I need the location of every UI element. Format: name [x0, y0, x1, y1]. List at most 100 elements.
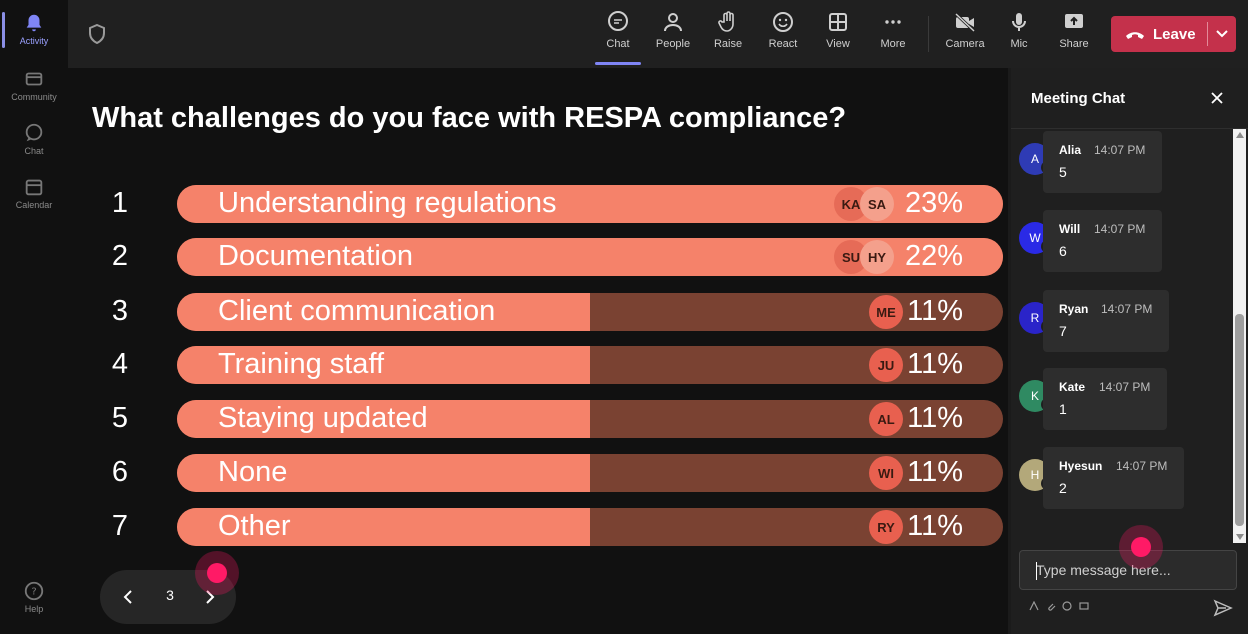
toolbar-label: More: [880, 38, 906, 50]
rail-item-help[interactable]: ? Help: [0, 580, 68, 614]
poll-stage: What challenges do you face with RESPA c…: [68, 68, 1008, 634]
toolbar-react-button[interactable]: React: [756, 10, 810, 50]
toolbar-mic-button[interactable]: Mic: [992, 10, 1046, 50]
rail-active-indicator: [2, 12, 5, 48]
chat-message-list: A Alia 14:07 PM 5 W Will 14:07 PM 6 R Ry…: [1011, 129, 1231, 543]
poll-option-4: 4 Training staff JU 11%: [68, 346, 1008, 384]
sender-name: Kate: [1059, 380, 1086, 394]
message-text: 5: [1059, 164, 1067, 180]
toolbar-label: Mic: [1010, 38, 1028, 50]
toolbar-label: People: [655, 38, 691, 50]
emoji-icon[interactable]: [1062, 601, 1072, 611]
option-label: Understanding regulations: [218, 187, 557, 219]
toolbar-label: View: [826, 38, 850, 50]
rail-item-activity[interactable]: Activity: [0, 12, 68, 46]
leave-button[interactable]: Leave: [1111, 16, 1236, 52]
scroll-down-arrow[interactable]: [1236, 534, 1244, 540]
option-bar: None WI 11%: [177, 454, 1003, 492]
sender-name: Will: [1059, 222, 1081, 236]
avatar-initial: H: [1030, 468, 1040, 482]
poll-option-2: 2 Documentation SU HY 22%: [68, 238, 1008, 276]
bell-icon: [26, 14, 42, 32]
toolbar-share-button[interactable]: Share: [1047, 10, 1101, 50]
chat-message: Kate 14:07 PM 1: [1043, 368, 1167, 430]
toolbar-camera-button[interactable]: Camera: [938, 10, 992, 50]
mic-icon: [1012, 13, 1026, 31]
toolbar-more-button[interactable]: More: [866, 10, 920, 50]
toolbar-raise-button[interactable]: Raise: [701, 10, 755, 50]
toolbar-chat-button[interactable]: Chat: [591, 10, 645, 65]
option-number: 2: [111, 240, 129, 272]
gif-icon[interactable]: [1078, 601, 1089, 611]
scroll-up-arrow[interactable]: [1236, 132, 1244, 138]
format-toolbar: [1029, 600, 1089, 613]
toolbar-view-button[interactable]: View: [811, 10, 865, 50]
message-time: 14:07 PM: [1094, 143, 1146, 157]
meeting-chat-panel: Meeting Chat A Alia 14:07 PM 5 W Will 14…: [1011, 68, 1248, 634]
poll-option-7: 7 Other RY 11%: [68, 508, 1008, 546]
send-icon[interactable]: [1213, 598, 1233, 618]
poll-option-6: 6 None WI 11%: [68, 454, 1008, 492]
toolbar-label: Share: [1059, 38, 1089, 50]
chevron-left-icon[interactable]: [116, 585, 140, 609]
chat-message: Will 14:07 PM 6: [1043, 210, 1162, 272]
voter-avatar: JU: [869, 348, 903, 382]
option-bar-fill: [177, 454, 590, 492]
calendar-icon: [25, 179, 43, 196]
leave-divider: [1207, 22, 1208, 46]
meeting-toolbar: Chat People Raise React View More Camera…: [68, 0, 1248, 68]
people-icon: [664, 13, 682, 32]
avatar-initial: K: [1030, 389, 1039, 403]
option-percent: 23%: [904, 187, 963, 219]
rail-item-community[interactable]: Community: [0, 68, 68, 102]
option-label: Client communication: [218, 295, 496, 327]
message-time: 14:07 PM: [1099, 380, 1151, 394]
option-percent: 11%: [907, 456, 963, 488]
help-icon: ?: [24, 581, 44, 601]
voter-avatar: HY: [860, 240, 894, 274]
avatar-initial: A: [1030, 152, 1039, 166]
chat-message: Alia 14:07 PM 5: [1043, 131, 1162, 193]
sender-name: Hyesun: [1059, 459, 1103, 473]
option-bar-fill: [177, 508, 590, 546]
toolbar-divider: [928, 16, 929, 52]
message-text: 1: [1059, 401, 1067, 417]
message-text: 7: [1059, 323, 1067, 339]
pointer-highlight: [195, 551, 239, 595]
chat-message-input[interactable]: Type message here...: [1019, 550, 1237, 590]
shield-icon[interactable]: [88, 24, 106, 44]
community-icon: [25, 72, 43, 86]
option-bar: Client communication ME 11%: [177, 293, 1003, 331]
rail-item-chat[interactable]: Chat: [0, 122, 68, 156]
format-text-icon[interactable]: [1029, 600, 1039, 611]
attach-icon[interactable]: [1046, 601, 1056, 611]
option-label: Staying updated: [218, 402, 428, 434]
close-icon[interactable]: [1207, 88, 1227, 108]
app-rail: Activity Community Chat Calendar ? Help: [0, 0, 69, 634]
avatar-initial: R: [1030, 311, 1040, 325]
share-icon: [1065, 14, 1083, 28]
option-label: Other: [218, 510, 291, 542]
option-percent: 11%: [907, 348, 963, 380]
chevron-down-icon[interactable]: [1213, 24, 1231, 42]
toolbar-people-button[interactable]: People: [646, 10, 700, 50]
option-number: 4: [111, 348, 129, 380]
chevron-right-icon[interactable]: [198, 585, 222, 609]
option-label: Training staff: [218, 348, 385, 380]
sender-name: Ryan: [1059, 302, 1089, 316]
rail-label: Calendar: [15, 200, 53, 210]
message-text: 2: [1059, 480, 1067, 496]
chat-scrollbar[interactable]: [1233, 129, 1246, 543]
scrollbar-thumb[interactable]: [1235, 314, 1244, 526]
chat-message: Hyesun 14:07 PM 2: [1043, 447, 1184, 509]
text-caret: [1036, 562, 1037, 580]
sender-name: Alia: [1059, 143, 1082, 157]
option-number: 7: [111, 510, 129, 542]
rail-label: Community: [11, 92, 57, 102]
chat-icon: [608, 11, 628, 31]
avatar-initial: W: [1029, 231, 1041, 245]
option-percent: 11%: [907, 295, 963, 327]
option-label: Documentation: [218, 240, 414, 272]
camera-off-icon: [954, 12, 976, 33]
rail-item-calendar[interactable]: Calendar: [0, 176, 68, 210]
